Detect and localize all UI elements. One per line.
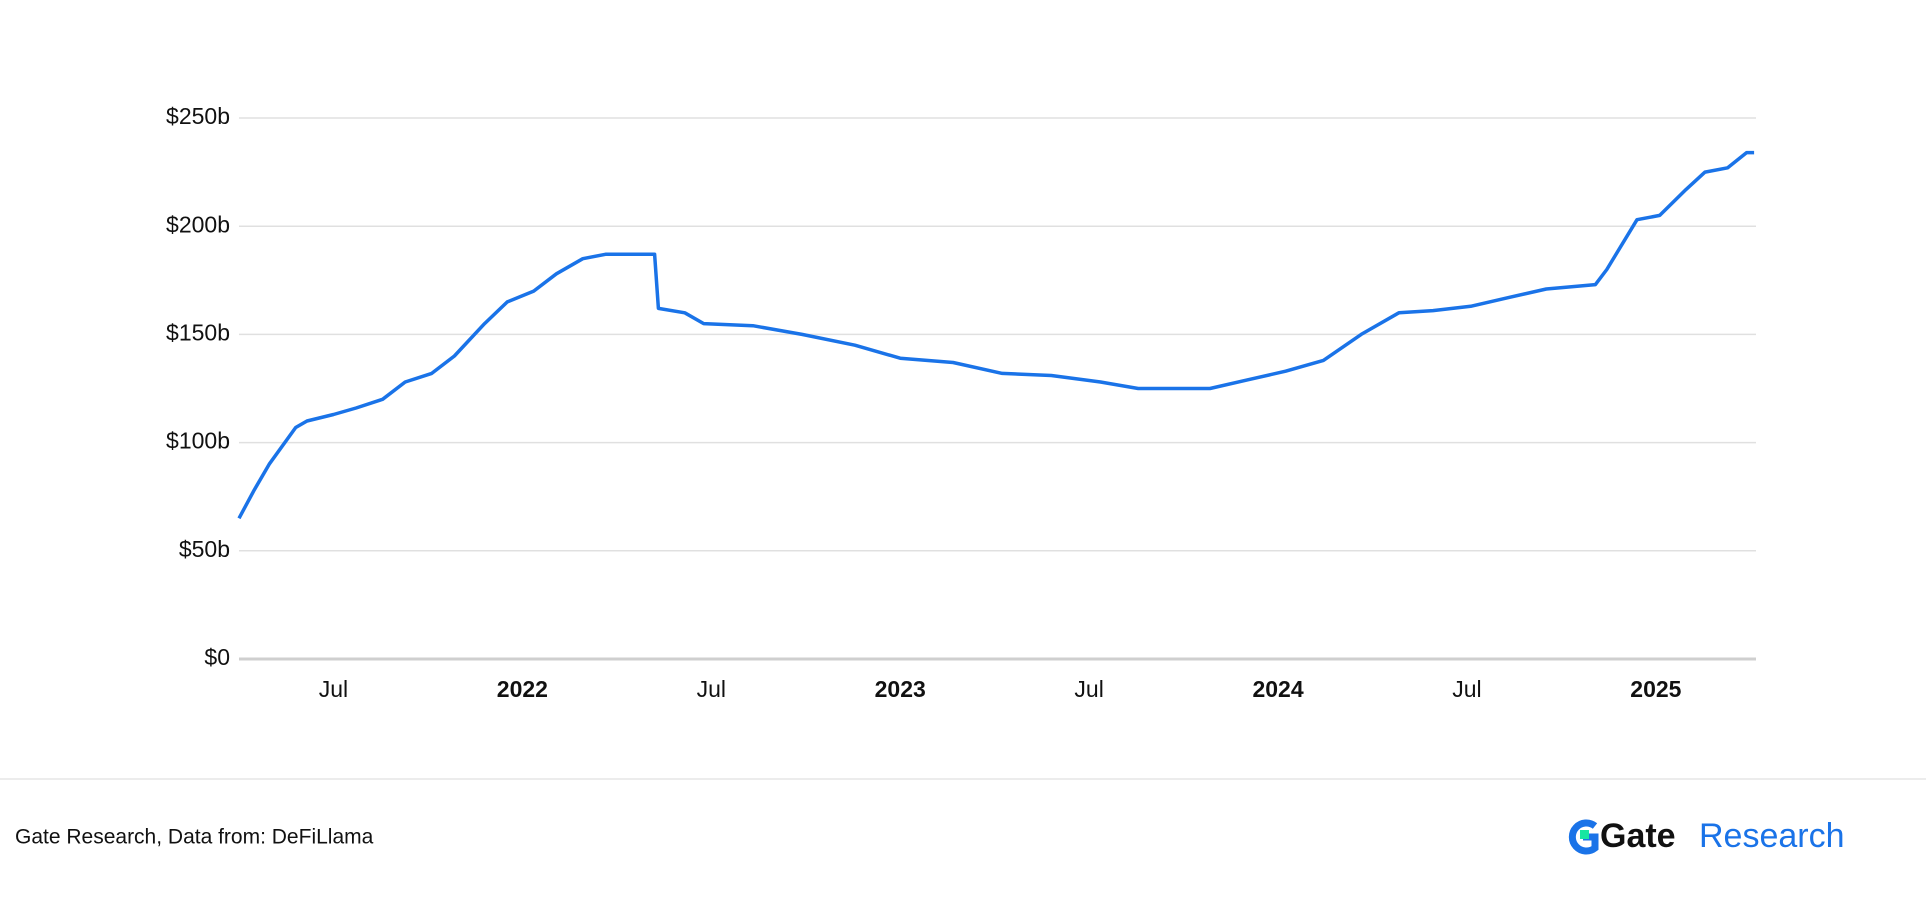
- logo-product: Research: [1699, 817, 1845, 855]
- y-tick-label: $250b: [166, 103, 230, 129]
- logo-brand: Gate: [1600, 817, 1676, 855]
- x-tick-label: 2022: [497, 676, 548, 702]
- y-tick-label: $0: [204, 644, 230, 670]
- x-tick-label: Jul: [319, 676, 348, 702]
- data-line: [237, 150, 1755, 520]
- y-tick-label: $200b: [166, 211, 230, 237]
- x-tick-label: Jul: [1452, 676, 1481, 702]
- x-tick-label: Jul: [1074, 676, 1103, 702]
- y-tick-label: $150b: [166, 319, 230, 345]
- x-tick-label: Jul: [697, 676, 726, 702]
- footer-source: Gate Research, Data from: DeFiLlama: [15, 826, 374, 849]
- x-tick-label: 2025: [1630, 676, 1681, 702]
- logo-icon-accent: [1580, 830, 1589, 839]
- x-tick-label: 2024: [1252, 676, 1303, 702]
- x-tick-label: 2023: [875, 676, 926, 702]
- logo-icon: [1568, 819, 1599, 855]
- y-tick-label: $100b: [166, 428, 230, 454]
- y-tick-label: $50b: [179, 536, 230, 562]
- logo: Gate Research: [1568, 817, 1845, 855]
